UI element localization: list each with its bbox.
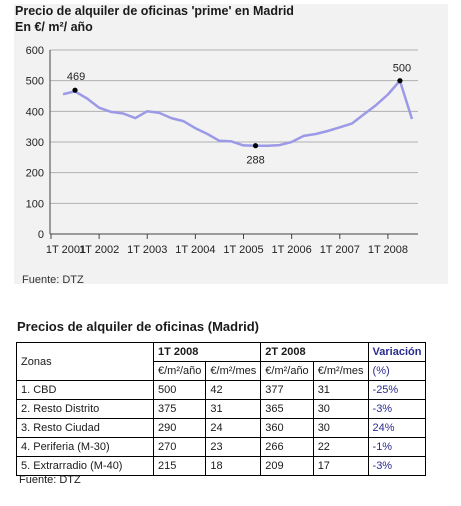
p1-month-cell: 18 [205,456,262,476]
table-row: 1. CBD 500 42 377 31 -25% [16,380,427,400]
period2-header: 2T 2008 [260,342,369,362]
x-tick-label: 1T 2003 [127,244,167,256]
zona-cell: 3. Resto Ciudad [16,418,154,438]
unit-year-1: €/m²/año [152,361,207,381]
zona-cell: 4. Periferia (M-30) [16,437,154,457]
p2-month-cell: 31 [312,380,369,400]
zonas-header: Zonas [16,342,154,381]
unit-month-1: €/m²/mes [205,361,262,381]
p2-month-cell: 22 [312,437,369,457]
x-tick-label: 1T 2006 [272,244,312,256]
table-row: 3. Resto Ciudad 290 24 360 30 24% [16,418,427,438]
p1-year-cell: 270 [152,437,207,457]
p2-year-cell: 365 [260,399,314,419]
x-tick-label: 1T 2001 [46,244,86,256]
data-point-marker [72,87,78,93]
table-source: Fuente: DTZ [19,474,81,486]
p2-year-cell: 266 [260,437,314,457]
unit-month-2: €/m²/mes [312,361,369,381]
data-label: 500 [393,63,411,75]
var-cell: -1% [367,437,427,457]
table-row: 2. Resto Distrito 375 31 365 30 -3% [16,399,427,419]
p2-month-cell: 30 [312,399,369,419]
chart-title: Precio de alquiler de oficinas 'prime' e… [15,4,294,18]
p1-month-cell: 24 [205,418,262,438]
data-label: 469 [67,71,85,83]
y-tick-label: 300 [26,137,44,149]
p2-month-cell: 30 [312,418,369,438]
y-tick-label: 500 [26,76,44,88]
data-label: 288 [246,155,264,167]
table-row: 5. Extrarradio (M-40) 215 18 209 17 -3% [16,456,427,476]
var-cell: -3% [367,399,427,419]
chart-source: Fuente: DTZ [22,274,84,286]
p1-year-cell: 500 [152,380,207,400]
rent-table: Zonas 1T 2008 2T 2008 Variación €/m²/año… [16,342,427,476]
p1-month-cell: 23 [205,437,262,457]
chart-unit-label: En €/ m²/ año [15,20,93,34]
p1-month-cell: 42 [205,380,262,400]
chart-panel [14,4,448,284]
unit-year-2: €/m²/año [260,361,314,381]
y-tick-label: 100 [26,198,44,210]
p2-year-cell: 209 [260,456,314,476]
data-point-marker [397,78,403,84]
x-tick-label: 1T 2002 [79,244,119,256]
p1-month-cell: 31 [205,399,262,419]
variacion-header: Variación [367,342,427,362]
series-line [62,79,414,147]
var-cell: 24% [367,418,427,438]
x-tick-label: 1T 2005 [223,244,263,256]
pct-header: (%) [367,361,427,381]
zona-cell: 5. Extrarradio (M-40) [16,456,154,476]
x-tick-label: 1T 2004 [175,244,215,256]
p2-year-cell: 377 [260,380,314,400]
zona-cell: 2. Resto Distrito [16,399,154,419]
y-tick-label: 200 [26,168,44,180]
x-tick-label: 1T 2007 [320,244,360,256]
p1-year-cell: 375 [152,399,207,419]
x-tick-label: 1T 2008 [368,244,408,256]
y-tick-label: 400 [26,106,44,118]
p2-year-cell: 360 [260,418,314,438]
data-point-marker [252,143,259,149]
table-header-row: Zonas 1T 2008 2T 2008 Variación [16,342,427,381]
zona-cell: 1. CBD [16,380,154,400]
y-tick-label: 600 [26,45,44,57]
table-title: Precios de alquiler de oficinas (Madrid) [17,319,260,334]
p2-month-cell: 17 [312,456,369,476]
period1-header: 1T 2008 [152,342,262,362]
var-cell: -3% [367,456,427,476]
p1-year-cell: 290 [152,418,207,438]
p1-year-cell: 215 [152,456,207,476]
y-tick-label: 0 [38,229,44,241]
var-cell: -25% [367,380,427,400]
table-row: 4. Periferia (M-30) 270 23 266 22 -1% [16,437,427,457]
